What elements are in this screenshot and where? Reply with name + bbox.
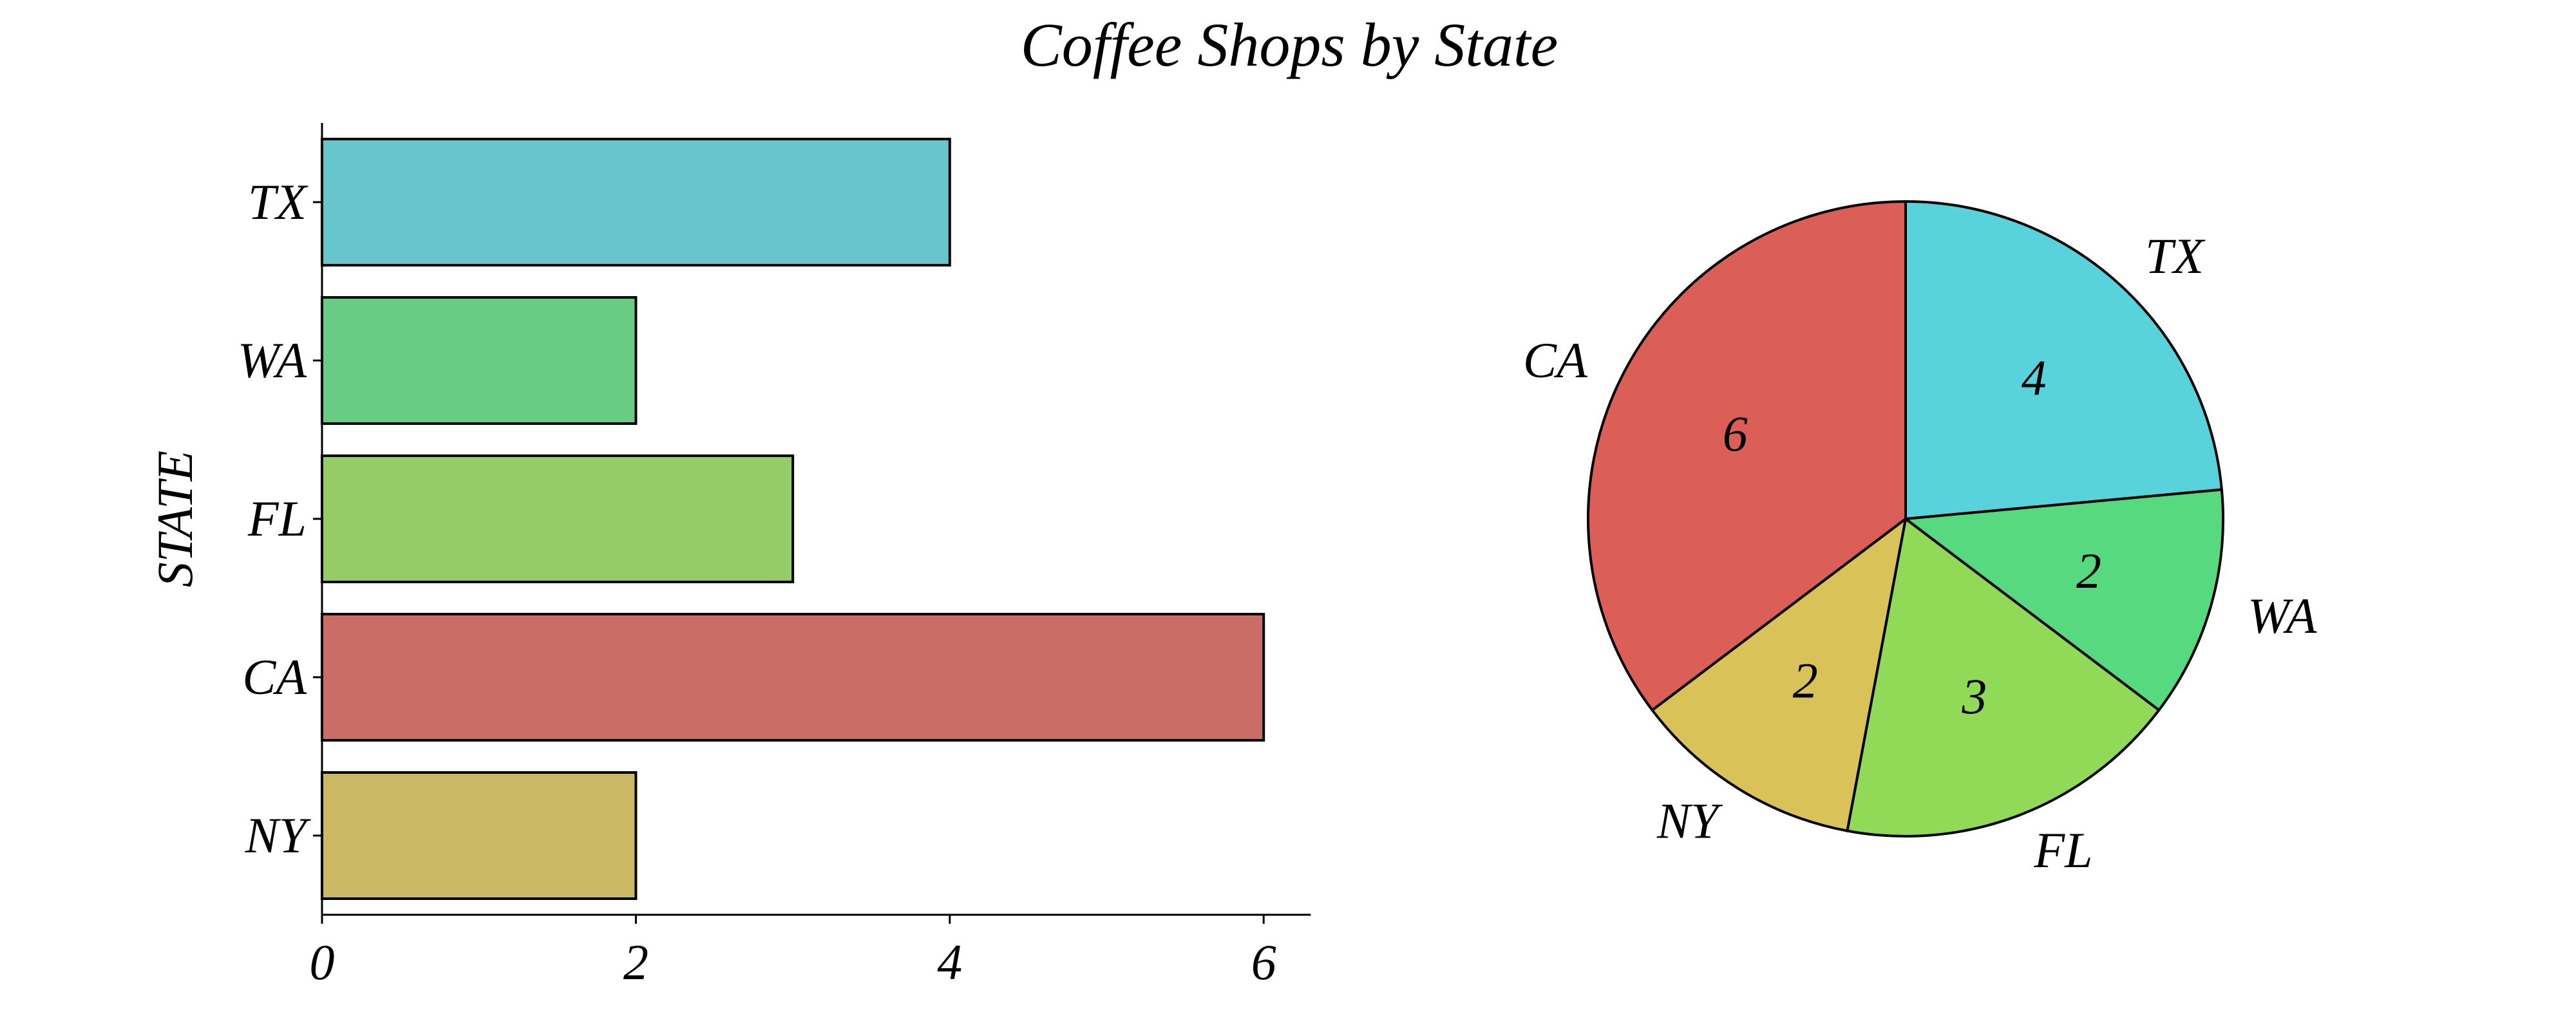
pie-label: TX <box>2145 228 2206 284</box>
pie-value-label: 2 <box>2076 543 2101 599</box>
y-tick-label: WA <box>238 332 307 388</box>
pie-slice-WA <box>1904 488 2224 712</box>
pie-label: CA <box>1523 332 1587 388</box>
y-tick-label: CA <box>242 649 307 705</box>
pie-label: FL <box>2033 822 2092 878</box>
chart-title: Coffee Shops by State <box>1021 10 1558 79</box>
bar-NY <box>321 771 638 900</box>
bar-WA <box>321 296 638 425</box>
pie-slice-TX <box>1904 200 2223 520</box>
y-tick-label: TX <box>248 174 308 230</box>
bar-CA <box>321 613 1265 742</box>
x-tick-label: 0 <box>310 934 335 990</box>
y-axis-label: STATE <box>147 451 203 587</box>
pie-slice-CA <box>1587 200 1907 712</box>
bar-TX <box>321 138 951 267</box>
pie-slice-FL <box>1846 518 2161 838</box>
pie-value-label: 4 <box>2022 350 2047 406</box>
pie-label: NY <box>1656 792 1723 848</box>
x-tick-label: 4 <box>937 934 962 990</box>
bar-chart: TX WA FL CA NY 0 2 4 6 <box>238 123 1311 990</box>
pie-chart: TX 4 WA 2 FL 3 NY 2 CA 6 <box>1523 200 2317 878</box>
pie-value-label: 3 <box>1961 668 1987 724</box>
x-tick-label: 6 <box>1251 934 1276 990</box>
pie-value-label: 2 <box>1793 652 1818 708</box>
pie-slice-NY <box>1651 518 1907 832</box>
pie-label: WA <box>2248 588 2317 644</box>
x-tick-label: 2 <box>623 934 649 990</box>
y-tick-label: NY <box>245 807 312 863</box>
pie-value-label: 6 <box>1723 406 1748 462</box>
y-tick-label: FL <box>247 491 307 547</box>
bar-FL <box>321 454 795 583</box>
